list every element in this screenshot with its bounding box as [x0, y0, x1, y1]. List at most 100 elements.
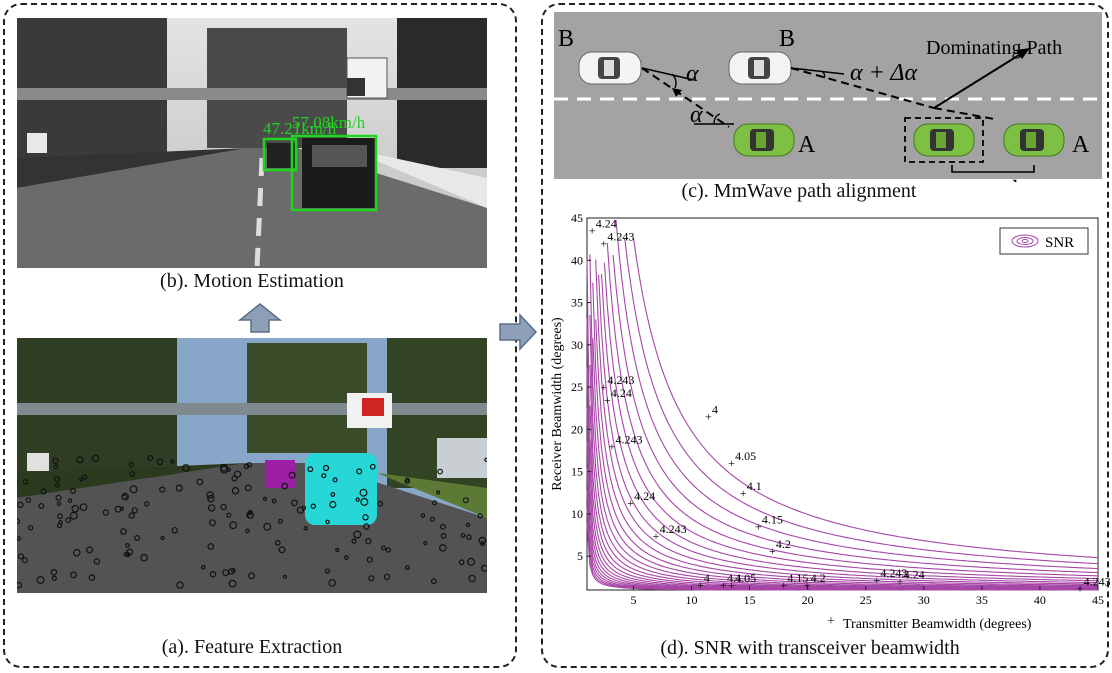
feature-point — [248, 572, 256, 580]
contour-marker: + — [804, 578, 811, 592]
feature-point — [245, 528, 250, 534]
contour-marker: + — [728, 578, 735, 592]
feature-extraction-caption: (a). Feature Extraction — [161, 636, 343, 658]
feature-point — [480, 541, 485, 547]
feature-point — [207, 494, 215, 503]
feature-point — [129, 485, 138, 494]
car-a-right — [1003, 123, 1065, 157]
feature-point — [160, 535, 165, 541]
contour-level-label: 4.24 — [611, 386, 632, 400]
feature-point — [291, 499, 298, 507]
feature-point — [458, 559, 465, 566]
x-tick-label: 30 — [918, 593, 930, 607]
contour-level-label: 4.24 — [904, 568, 925, 582]
feature-point — [91, 454, 100, 463]
feature-point — [468, 574, 476, 583]
feature-point — [301, 505, 307, 511]
car-a-middle — [913, 123, 975, 157]
feature-point — [86, 546, 94, 554]
snr-contour-line — [600, 273, 1099, 582]
snr-contour-line — [595, 259, 1098, 585]
contour-marker: + — [600, 380, 607, 394]
contour-marker: + — [769, 544, 776, 558]
feature-point — [377, 500, 384, 507]
feature-point — [429, 516, 436, 522]
feature-point — [231, 568, 236, 573]
feature-point — [196, 478, 204, 486]
feature-point — [81, 474, 88, 480]
feature-point — [277, 518, 283, 524]
feature-point — [430, 578, 437, 585]
feature-point — [55, 494, 62, 501]
feature-point — [307, 466, 314, 473]
feature-point — [477, 513, 483, 519]
feature-point — [405, 565, 410, 571]
feature-point — [484, 457, 487, 462]
contour-level-label: 4.15 — [762, 513, 783, 527]
contour-level-label: 4.1 — [747, 479, 762, 493]
label-a-left: A — [798, 132, 816, 158]
feature-point — [362, 514, 369, 521]
y-axis-label: Receiver Beamwidth (degrees) — [550, 317, 565, 491]
feature-point — [25, 497, 32, 503]
feature-point — [262, 496, 268, 501]
right-panel — [541, 3, 1109, 668]
y-tick-label: 30 — [571, 338, 583, 352]
snr-contour-line — [598, 274, 1098, 584]
feature-point — [21, 557, 28, 564]
feature-point — [119, 506, 125, 511]
feature-point — [466, 534, 472, 541]
contour-level-label: 4.243 — [616, 432, 643, 446]
feature-point — [102, 509, 110, 516]
label-dominating-path: Dominating Path — [926, 37, 1062, 59]
feature-point — [128, 461, 135, 468]
feature-point — [271, 498, 277, 504]
feature-point — [69, 488, 76, 495]
feature-point — [170, 459, 175, 464]
feature-point — [144, 501, 150, 507]
feature-point — [206, 491, 214, 499]
feature-point — [93, 558, 101, 565]
feature-point — [17, 553, 25, 560]
feature-point — [219, 463, 228, 472]
contour-level-label: 4.243 — [660, 522, 687, 536]
feature-point — [181, 464, 190, 472]
feature-point — [129, 471, 136, 477]
feature-point — [27, 525, 34, 531]
feature-point — [325, 519, 330, 525]
snr-contour-line — [632, 238, 1099, 559]
contour-marker: + — [609, 439, 616, 453]
y-tick-label: 45 — [571, 211, 583, 225]
snr-contour-line — [592, 282, 1098, 587]
label-b-left: B — [558, 26, 574, 52]
feature-point — [365, 537, 372, 545]
feature-point — [360, 497, 369, 506]
feature-point — [69, 511, 78, 520]
snr-contour-line — [589, 254, 1098, 589]
feature-point — [366, 556, 373, 563]
label-alpha-a: α — [690, 102, 703, 128]
feature-point — [467, 557, 476, 566]
contour-level-label: 4.05 — [735, 449, 756, 463]
contour-level-label: 4.05 — [735, 571, 756, 585]
feature-point — [478, 536, 487, 545]
feature-point — [52, 457, 59, 464]
contour-level-label: 4.243 — [607, 229, 634, 243]
feature-point — [431, 500, 438, 506]
feature-point — [329, 500, 337, 509]
contour-marker: + — [697, 578, 704, 592]
feature-point — [67, 498, 73, 504]
car-b-right — [728, 51, 792, 85]
car-a-left — [733, 123, 795, 157]
feature-point — [65, 517, 72, 524]
contour-marker: + — [653, 529, 660, 543]
feature-point — [247, 512, 254, 519]
y-tick-label: 20 — [571, 422, 583, 436]
snr-contour-line — [606, 243, 1099, 577]
feature-point — [208, 519, 216, 527]
feature-point — [120, 528, 127, 535]
legend-box — [999, 227, 1089, 255]
feature-point — [420, 513, 426, 518]
x-tick-label: 45 — [1092, 593, 1104, 607]
feature-point — [175, 484, 183, 492]
